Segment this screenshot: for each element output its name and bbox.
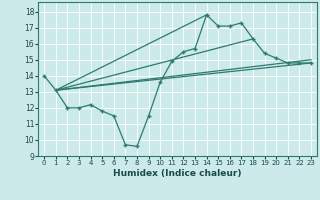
X-axis label: Humidex (Indice chaleur): Humidex (Indice chaleur) [113,169,242,178]
